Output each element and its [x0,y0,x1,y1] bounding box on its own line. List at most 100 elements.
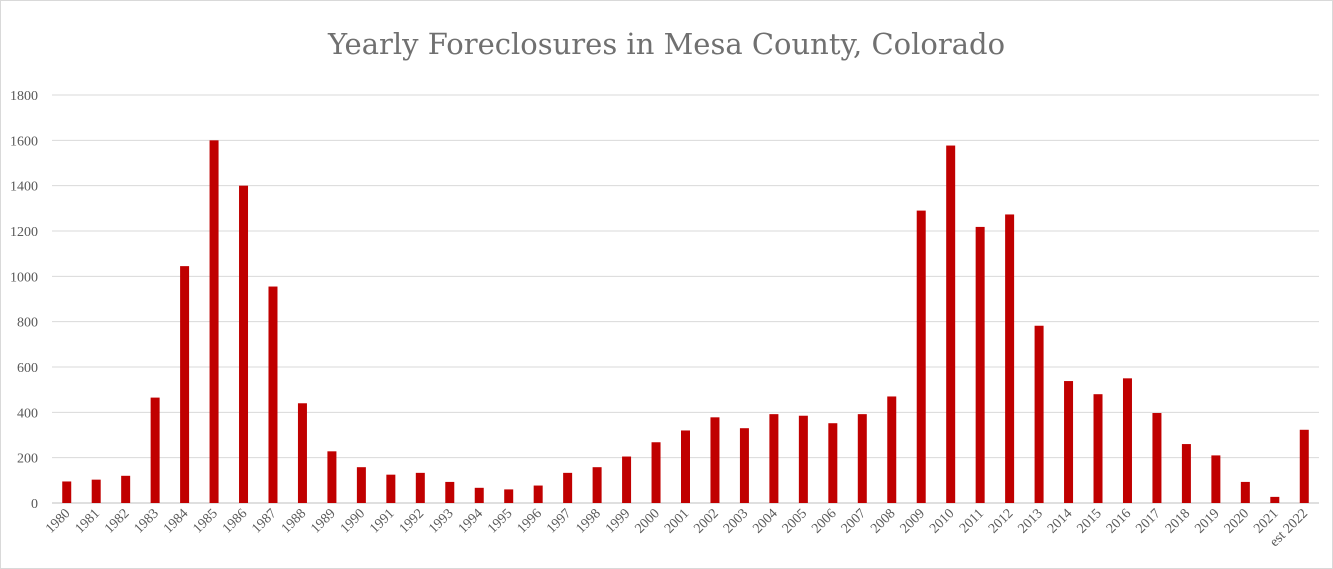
x-tick-label: 1989 [308,506,338,536]
y-tick-label: 600 [17,361,38,376]
bar-2014 [1064,381,1074,503]
y-tick-label: 1800 [10,89,38,104]
x-tick-label: 1981 [73,506,103,536]
bar-2011 [975,226,985,504]
bar-2019 [1211,455,1221,503]
bar-1986 [239,185,249,503]
y-axis-ticks: 0 200 400 600 800 1000 1200 1400 1600 1800 [10,89,38,512]
bars [62,140,1309,504]
x-tick-label: 1991 [367,506,397,536]
bar-1994 [474,487,484,503]
bar-1991 [386,474,396,503]
x-tick-label: 2016 [1104,506,1134,536]
bar-1980 [62,481,72,503]
y-tick-label: 800 [17,316,38,331]
x-tick-label: 2007 [839,506,869,536]
x-tick-label: 1987 [249,506,279,536]
bar-2016 [1122,378,1132,503]
x-tick-label: 2001 [662,506,692,536]
y-tick-label: 1200 [10,225,38,240]
bar-1990 [356,467,366,503]
bar-1983 [150,397,160,503]
bar-2013 [1034,325,1044,503]
x-tick-label: 2013 [1016,506,1046,536]
bar-2020 [1240,481,1250,503]
bar-1997 [563,472,573,503]
bar-2017 [1152,413,1162,503]
bar-2021 [1270,496,1280,503]
x-tick-label: 1995 [485,506,515,536]
x-tick-label: 2012 [986,506,1016,536]
x-tick-label: 2017 [1133,506,1163,536]
x-tick-label: 1983 [132,506,162,536]
x-tick-label: 1985 [190,506,220,536]
bar-2008 [887,396,897,503]
bar-1996 [533,485,543,503]
chart-title: Yearly Foreclosures in Mesa County, Colo… [327,27,1006,61]
bar-1995 [504,489,514,503]
x-tick-label: 2015 [1074,506,1104,536]
x-tick-label: 1993 [426,506,456,536]
x-tick-label: 2002 [691,506,721,536]
bar-1989 [327,451,337,503]
x-tick-label: 2000 [632,506,662,536]
bar-1988 [297,403,307,503]
x-tick-label: 1982 [102,506,132,536]
x-tick-label: 2004 [750,506,780,536]
bar-2001 [681,430,690,503]
x-tick-label: 2011 [957,506,987,536]
x-tick-label: 2019 [1192,506,1222,536]
y-tick-label: 1400 [10,180,38,195]
bar-1999 [622,456,632,503]
x-tick-label: 2003 [721,506,751,536]
bar-2003 [739,428,749,503]
x-tick-label: 2020 [1222,506,1252,536]
bar-1985 [209,140,219,504]
bar-1993 [445,481,455,503]
bar-2005 [798,415,808,503]
x-tick-label: 2005 [780,506,810,536]
x-tick-label: 1992 [397,506,427,536]
bar-1982 [121,475,131,503]
x-tick-label: 2010 [927,506,957,536]
x-tick-label: 2014 [1045,506,1075,536]
bar-2004 [769,414,779,503]
x-tick-label: 1984 [161,506,191,536]
bar-2010 [946,145,956,503]
x-tick-label: 2008 [868,506,898,536]
y-tick-label: 0 [31,497,38,512]
y-tick-label: 200 [17,452,38,467]
bar-2002 [710,417,720,503]
bar-1998 [592,467,602,503]
bar-2000 [651,442,661,503]
bar-est-2022 [1299,429,1309,503]
x-tick-label: 1996 [515,506,545,536]
x-tick-label: 2009 [898,506,928,536]
bar-1984 [180,266,190,503]
bar-1987 [268,286,278,503]
y-tick-label: 1600 [10,134,38,149]
x-tick-label: 1980 [43,506,73,536]
x-tick-label: 1994 [456,506,486,536]
x-tick-label: 1997 [544,506,574,536]
bar-1981 [91,479,101,503]
bar-2015 [1093,394,1103,503]
x-axis-ticks: 1980 1981 1982 1983 1984 1985 1986 1987 1988 1989… [43,506,1311,550]
x-tick-label: 1999 [603,506,633,536]
bar-2012 [1005,214,1015,503]
bar-2018 [1181,444,1191,503]
y-tick-label: 1000 [10,270,38,285]
bar-2007 [857,414,867,503]
x-tick-label: 1986 [220,506,250,536]
x-tick-label: 2018 [1163,506,1193,536]
x-tick-label: 1990 [338,506,368,536]
x-tick-label: 1998 [574,506,604,536]
x-tick-label: 1988 [279,506,309,536]
bar-2009 [916,210,926,503]
bar-1992 [415,472,425,503]
x-tick-label: 2006 [809,506,839,536]
y-tick-label: 400 [17,406,38,421]
bar-2006 [828,423,838,503]
